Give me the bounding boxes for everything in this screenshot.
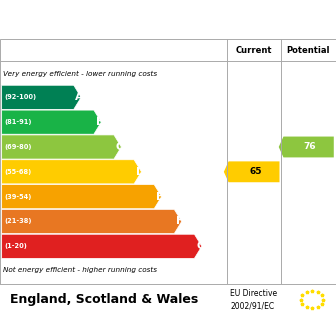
Text: Very energy efficient - lower running costs: Very energy efficient - lower running co… bbox=[3, 71, 158, 77]
Polygon shape bbox=[224, 161, 280, 182]
Text: 65: 65 bbox=[249, 167, 262, 176]
Polygon shape bbox=[2, 209, 182, 233]
Text: G: G bbox=[196, 241, 205, 251]
Text: (81-91): (81-91) bbox=[4, 119, 32, 125]
Text: Current: Current bbox=[236, 46, 272, 54]
Polygon shape bbox=[2, 160, 141, 184]
Text: E: E bbox=[156, 192, 164, 202]
Polygon shape bbox=[2, 135, 121, 159]
Polygon shape bbox=[279, 137, 334, 158]
Text: A: A bbox=[75, 92, 84, 102]
Text: (21-38): (21-38) bbox=[4, 219, 32, 225]
Text: D: D bbox=[136, 167, 145, 177]
Polygon shape bbox=[2, 110, 101, 134]
Text: (39-54): (39-54) bbox=[4, 194, 31, 200]
Text: 2002/91/EC: 2002/91/EC bbox=[230, 301, 274, 310]
Text: B: B bbox=[95, 117, 104, 127]
Text: C: C bbox=[116, 142, 124, 152]
Polygon shape bbox=[2, 85, 81, 109]
Text: (1-20): (1-20) bbox=[4, 243, 27, 249]
Text: 76: 76 bbox=[304, 142, 316, 152]
Polygon shape bbox=[2, 234, 202, 258]
Polygon shape bbox=[2, 185, 162, 209]
Text: (55-68): (55-68) bbox=[4, 169, 31, 175]
Text: EU Directive: EU Directive bbox=[230, 289, 277, 298]
Text: England, Scotland & Wales: England, Scotland & Wales bbox=[10, 293, 198, 306]
Text: Not energy efficient - higher running costs: Not energy efficient - higher running co… bbox=[3, 267, 157, 273]
Text: Energy Efficiency Rating: Energy Efficiency Rating bbox=[10, 12, 220, 27]
Text: (92-100): (92-100) bbox=[4, 94, 36, 100]
Text: (69-80): (69-80) bbox=[4, 144, 32, 150]
Text: Potential: Potential bbox=[287, 46, 330, 54]
Text: F: F bbox=[176, 216, 183, 226]
